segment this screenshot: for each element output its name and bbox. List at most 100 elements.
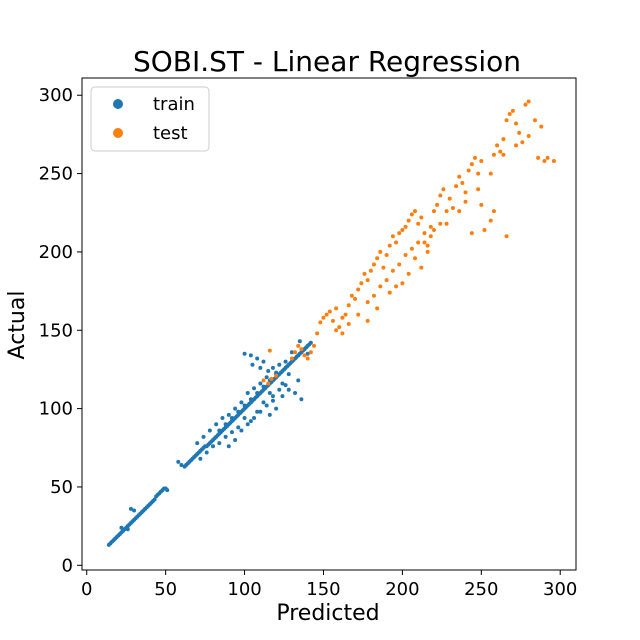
data-point-train	[296, 378, 301, 383]
data-point-train	[245, 390, 250, 395]
data-point-train	[258, 381, 263, 386]
y-tick-label: 150	[39, 320, 73, 341]
data-point-test	[425, 249, 430, 254]
data-point-test	[384, 278, 389, 283]
data-point-train	[255, 409, 260, 414]
data-point-test	[514, 121, 519, 126]
data-point-test	[337, 325, 342, 330]
data-point-test	[441, 187, 446, 192]
data-point-test	[466, 168, 471, 173]
data-point-test	[425, 243, 430, 248]
data-point-test	[476, 187, 481, 192]
data-point-test	[267, 348, 272, 353]
data-point-train	[286, 387, 291, 392]
data-point-train	[264, 403, 269, 408]
data-point-test	[403, 224, 408, 229]
data-point-test	[293, 350, 298, 355]
data-point-train	[270, 398, 275, 403]
data-point-test	[381, 265, 386, 270]
y-tick-label: 300	[39, 85, 73, 106]
data-point-test	[394, 240, 399, 245]
data-point-train	[214, 422, 219, 427]
data-point-train	[261, 384, 266, 389]
data-point-test	[413, 209, 418, 214]
data-point-test	[397, 262, 402, 267]
data-point-test	[536, 155, 541, 160]
x-tick-label: 0	[81, 579, 92, 600]
data-point-test	[403, 253, 408, 258]
data-point-train	[233, 406, 238, 411]
data-point-test	[378, 284, 383, 289]
data-point-train	[264, 375, 269, 380]
data-point-test	[450, 206, 455, 211]
y-tick-label: 0	[62, 555, 73, 576]
data-point-test	[299, 347, 304, 352]
data-point-train	[258, 365, 263, 370]
data-point-test	[321, 315, 326, 320]
data-point-test	[482, 227, 487, 232]
data-point-train	[223, 422, 228, 427]
data-point-train	[280, 381, 285, 386]
data-point-train	[270, 365, 275, 370]
data-point-train	[255, 390, 260, 395]
data-point-test	[488, 218, 493, 223]
data-point-train	[233, 437, 238, 442]
data-point-train	[198, 456, 203, 461]
y-axis: 0 50 100 150 200 250 300	[39, 85, 82, 576]
x-tick-label: 250	[464, 579, 498, 600]
data-point-train	[277, 387, 282, 392]
x-axis: 0 50 100 150 200 250 300	[81, 570, 577, 600]
data-point-test	[526, 133, 531, 138]
data-point-test	[334, 328, 339, 333]
y-axis-label: Actual	[5, 291, 30, 360]
data-point-test	[356, 312, 361, 317]
data-point-test	[476, 171, 481, 176]
data-point-test	[409, 246, 414, 251]
data-point-test	[308, 350, 313, 355]
data-point-train	[201, 434, 206, 439]
data-point-test	[501, 137, 506, 142]
y-tick-label: 50	[50, 477, 73, 498]
y-tick-label: 100	[39, 399, 73, 420]
data-point-test	[504, 234, 509, 239]
data-point-train	[239, 400, 244, 405]
data-point-test	[491, 209, 496, 214]
data-point-test	[390, 268, 395, 273]
y-tick-label: 250	[39, 164, 73, 185]
legend-marker-train	[113, 99, 123, 109]
data-point-test	[504, 118, 509, 123]
data-point-test	[501, 152, 506, 157]
data-point-test	[463, 199, 468, 204]
data-point-test	[261, 378, 266, 383]
data-point-test	[463, 190, 468, 195]
x-tick-label: 50	[154, 579, 177, 600]
data-point-test	[346, 322, 351, 326]
data-point-test	[526, 99, 531, 104]
data-point-test	[444, 221, 449, 226]
data-point-test	[419, 265, 424, 270]
data-point-test	[349, 293, 354, 298]
data-point-test	[340, 331, 345, 336]
data-point-train	[207, 428, 212, 433]
data-point-test	[431, 227, 436, 232]
data-point-train	[217, 428, 222, 433]
data-point-test	[438, 221, 443, 226]
data-point-test	[457, 209, 462, 214]
data-point-test	[479, 159, 484, 164]
data-point-test	[523, 102, 528, 107]
data-point-test	[422, 240, 427, 245]
data-point-test	[428, 234, 433, 239]
data-point-test	[365, 278, 370, 283]
data-point-train	[132, 508, 137, 513]
data-point-test	[340, 315, 345, 320]
data-points	[106, 99, 556, 547]
data-point-test	[472, 155, 477, 160]
data-point-test	[375, 256, 380, 261]
data-point-train	[305, 351, 310, 356]
data-point-train	[261, 400, 266, 405]
data-point-train	[128, 506, 133, 511]
data-point-test	[375, 306, 380, 311]
data-point-train	[236, 409, 241, 414]
data-point-train	[165, 488, 170, 493]
